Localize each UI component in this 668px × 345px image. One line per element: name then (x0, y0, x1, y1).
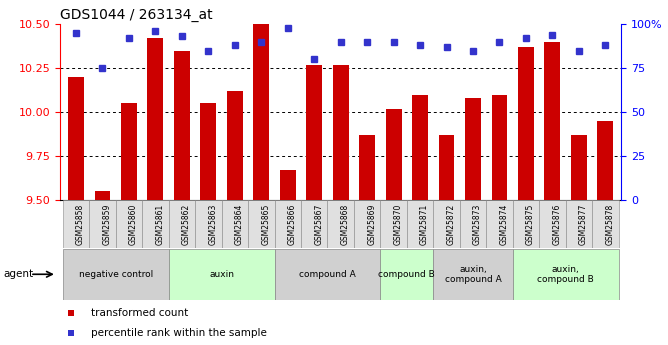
Bar (434, 249, 513, 299)
Bar (380, 249, 434, 299)
Bar (174, 51, 190, 200)
Bar (492, 95, 508, 200)
Bar (327, 200, 354, 248)
Text: GSM25862: GSM25862 (182, 204, 191, 245)
Bar (148, 38, 164, 200)
Bar (248, 200, 275, 248)
Bar (227, 91, 242, 200)
Bar (518, 47, 534, 200)
Bar (142, 200, 168, 248)
Bar (280, 170, 296, 200)
Text: GSM25867: GSM25867 (314, 204, 323, 245)
Bar (333, 65, 349, 200)
Text: GSM25878: GSM25878 (605, 204, 615, 245)
Text: agent: agent (3, 269, 33, 279)
Bar (275, 249, 380, 299)
Bar (68, 77, 84, 200)
Bar (380, 200, 407, 248)
Bar (486, 200, 513, 248)
Bar (200, 103, 216, 200)
Bar (168, 200, 195, 248)
Text: GSM25863: GSM25863 (208, 204, 217, 245)
Text: GSM25875: GSM25875 (526, 204, 535, 245)
Text: GDS1044 / 263134_at: GDS1044 / 263134_at (60, 8, 212, 22)
Bar (306, 65, 322, 200)
Bar (116, 200, 142, 248)
Text: transformed count: transformed count (91, 308, 188, 318)
Text: auxin,
compound B: auxin, compound B (537, 265, 594, 284)
Bar (434, 200, 460, 248)
Text: compound A: compound A (299, 270, 356, 279)
Bar (195, 200, 222, 248)
Text: GSM25873: GSM25873 (473, 204, 482, 245)
Text: GSM25860: GSM25860 (129, 204, 138, 245)
Bar (592, 200, 619, 248)
Bar (301, 200, 327, 248)
Bar (460, 200, 486, 248)
Bar (90, 200, 116, 248)
Text: GSM25870: GSM25870 (393, 204, 403, 245)
Bar (168, 249, 275, 299)
Bar (539, 200, 566, 248)
Bar (597, 121, 613, 200)
Bar (439, 135, 454, 200)
Bar (465, 98, 481, 200)
Text: GSM25871: GSM25871 (420, 204, 429, 245)
Text: GSM25877: GSM25877 (579, 204, 588, 245)
Bar (63, 200, 90, 248)
Bar (222, 200, 248, 248)
Text: GSM25874: GSM25874 (500, 204, 508, 245)
Text: GSM25864: GSM25864 (235, 204, 244, 245)
Bar (412, 95, 428, 200)
Bar (95, 191, 110, 200)
Text: GSM25861: GSM25861 (156, 204, 164, 245)
Text: auxin: auxin (209, 270, 234, 279)
Bar (121, 103, 137, 200)
Bar (571, 135, 587, 200)
Text: GSM25858: GSM25858 (76, 204, 85, 245)
Text: percentile rank within the sample: percentile rank within the sample (91, 328, 267, 338)
Bar (566, 200, 592, 248)
Bar (275, 200, 301, 248)
Text: GSM25868: GSM25868 (341, 204, 349, 245)
Text: GSM25859: GSM25859 (102, 204, 112, 245)
Text: negative control: negative control (79, 270, 153, 279)
Bar (253, 24, 269, 200)
Text: GSM25866: GSM25866 (288, 204, 297, 245)
Bar (544, 42, 560, 200)
Bar (63, 249, 168, 299)
Text: auxin,
compound A: auxin, compound A (445, 265, 502, 284)
Text: GSM25865: GSM25865 (261, 204, 271, 245)
Text: GSM25869: GSM25869 (367, 204, 376, 245)
Bar (354, 200, 380, 248)
Bar (513, 249, 619, 299)
Text: GSM25876: GSM25876 (552, 204, 561, 245)
Bar (385, 109, 401, 200)
Text: GSM25872: GSM25872 (446, 204, 456, 245)
Bar (359, 135, 375, 200)
Text: compound B: compound B (379, 270, 436, 279)
Bar (513, 200, 539, 248)
Bar (407, 200, 434, 248)
